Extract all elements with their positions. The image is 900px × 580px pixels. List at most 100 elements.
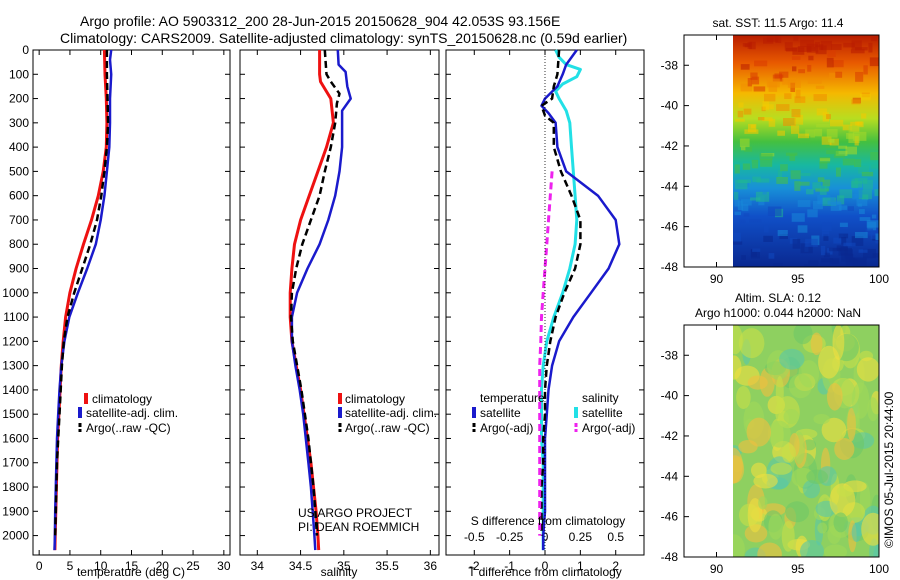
ytick-label: 1000 — [2, 286, 29, 300]
legend-swatch-temp-satellite — [472, 407, 476, 418]
ytick-label: 100 — [9, 67, 29, 81]
legend-group-temperature-title: temperature — [480, 391, 545, 405]
map-ytick-label: -48 — [661, 550, 679, 564]
salinity-legend: climatology satellite-adj. clim. Argo(..… — [338, 392, 437, 435]
series-line-salinity-argo-adj — [538, 171, 554, 536]
profile-lines — [53, 49, 621, 551]
ytick-label: 0 — [22, 43, 29, 57]
series-line-temperature-satellite — [540, 49, 621, 551]
series-line-climatology — [53, 49, 109, 551]
sst-map-panel: sat. SST: 11.5 Argo: 11.4 — [683, 16, 880, 268]
legend-label-temp-satellite: satellite — [480, 406, 521, 420]
map-ytick-label: -46 — [661, 510, 679, 524]
ytick-label: 2000 — [2, 529, 29, 543]
xtick-label: 34.5 — [289, 559, 313, 573]
sst-map-title: sat. SST: 11.5 Argo: 11.4 — [713, 16, 844, 30]
map-ytick-label: -42 — [661, 429, 679, 443]
legend-swatch-satellite — [338, 407, 342, 418]
project-note-line-2: PI: DEAN ROEMMICH — [298, 520, 419, 534]
xtick-label: 35.5 — [375, 559, 399, 573]
map-ytick-label: -38 — [661, 348, 679, 362]
title-line-2: Climatology: CARS2009. Satellite-adjuste… — [60, 30, 627, 46]
salinity-xlabel: salinity — [321, 565, 358, 579]
series-line-satellite-adj-clim — [290, 49, 352, 551]
sst-map-axes — [683, 34, 880, 268]
legend-label-climatology: climatology — [345, 392, 405, 406]
xtick-label: 10 — [94, 559, 108, 573]
xtick-label-secondary: -0.5 — [464, 530, 485, 544]
map-xtick-label: 100 — [869, 272, 889, 286]
map-xtick-label: 90 — [710, 272, 724, 286]
map-xtick-label: 95 — [791, 272, 805, 286]
legend-swatch-climatology — [84, 393, 88, 404]
difference-legend: temperature satellite Argo(-adj) salinit… — [472, 391, 635, 435]
legend-label-climatology: climatology — [92, 392, 152, 406]
series-line-argo-raw-qc — [53, 50, 110, 536]
map-ytick-label: -46 — [661, 220, 679, 234]
xtick-label: 34 — [251, 559, 265, 573]
xtick-label: -2 — [469, 559, 480, 573]
ytick-label: 1100 — [3, 310, 29, 324]
imos-timestamp: ©IMOS 05-Jul-2015 20:44:00 — [882, 391, 896, 548]
legend-label-temp-argo: Argo(-adj) — [480, 421, 533, 435]
map-ytick-label: -44 — [661, 469, 679, 483]
ytick-label: 1600 — [2, 431, 29, 445]
xtick-label: 5 — [67, 559, 74, 573]
temperature-axes — [32, 49, 231, 556]
map-ytick-label: -40 — [661, 389, 679, 403]
ytick-label: 700 — [9, 213, 29, 227]
legend-label-argo: Argo(..raw -QC) — [345, 421, 430, 435]
ytick-label: 300 — [9, 116, 29, 130]
xtick-label: 2 — [612, 559, 619, 573]
series-line-satellite-adj-clim — [53, 49, 113, 551]
xtick-label: 20 — [156, 559, 170, 573]
xtick-label-secondary: 0.25 — [569, 530, 593, 544]
legend-swatch-climatology — [338, 393, 342, 404]
map-ytick-label: -40 — [661, 99, 679, 113]
temperature-xlabel: temperature (deg C) — [77, 565, 185, 579]
sla-map-panel: Altim. SLA: 0.12 Argo h1000: 0.044 h2000… — [683, 291, 880, 558]
sla-map-image — [733, 325, 879, 557]
xtick-label: 36 — [424, 559, 438, 573]
legend-group-salinity-title: salinity — [582, 391, 619, 405]
xtick-label: 25 — [186, 559, 200, 573]
ytick-label: 1200 — [2, 334, 29, 348]
difference-xlabel-top: S difference from climatology — [471, 514, 626, 528]
legend-label-sal-argo: Argo(-adj) — [582, 421, 635, 435]
map-xtick-label: 100 — [869, 562, 889, 576]
project-note-line-1: US ARGO PROJECT — [298, 506, 413, 520]
legend-swatch-sal-satellite — [574, 407, 578, 418]
ytick-label: 1800 — [2, 480, 29, 494]
ytick-label: 1500 — [2, 407, 29, 421]
ytick-label: 400 — [9, 140, 29, 154]
legend-swatch-satellite — [78, 407, 82, 418]
xtick-label: -1 — [504, 559, 515, 573]
xtick-label: 0 — [542, 559, 549, 573]
map-xtick-label: 90 — [710, 562, 724, 576]
xtick-label: 30 — [217, 559, 231, 573]
xtick-label-secondary: 0.5 — [607, 530, 624, 544]
ytick-label: 600 — [9, 189, 29, 203]
ytick-label: 1300 — [2, 359, 29, 373]
ytick-label: 200 — [9, 92, 29, 106]
xtick-label-secondary: -0.25 — [496, 530, 524, 544]
map-ytick-label: -48 — [661, 260, 679, 274]
xtick-label: 1 — [577, 559, 584, 573]
ytick-label: 500 — [9, 164, 29, 178]
title-line-1: Argo profile: AO 5903312_200 28-Jun-2015… — [80, 13, 560, 29]
ytick-label: 900 — [9, 262, 29, 276]
legend-label-argo: Argo(..raw -QC) — [86, 421, 171, 435]
series-line-argo-raw-qc — [289, 49, 341, 536]
sla-map-title-1: Altim. SLA: 0.12 — [735, 291, 821, 305]
ytick-label: 1900 — [2, 504, 29, 518]
difference-xlabel: T difference from climatology — [468, 565, 622, 579]
xtick-label: 0 — [36, 559, 43, 573]
legend-label-sal-satellite: satellite — [582, 406, 623, 420]
xtick-label: 15 — [125, 559, 139, 573]
sla-map-title-2: Argo h1000: 0.044 h2000: NaN — [695, 306, 861, 320]
ytick-label: 800 — [9, 237, 29, 251]
legend-label-satellite: satellite-adj. clim. — [86, 406, 178, 420]
sst-map-image — [733, 35, 879, 267]
legend-label-satellite: satellite-adj. clim. — [345, 406, 437, 420]
